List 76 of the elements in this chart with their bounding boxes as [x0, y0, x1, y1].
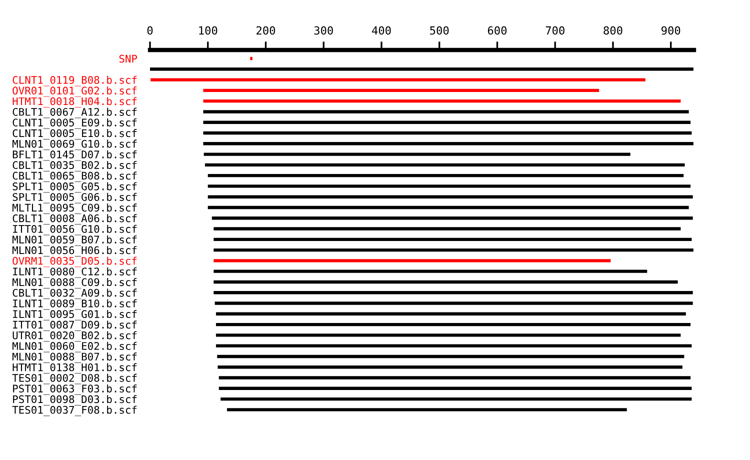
bar	[218, 376, 691, 380]
y-tick-label: ITT01_0087_D09.b.scf	[13, 320, 137, 331]
bar	[214, 238, 692, 242]
x-tick-label: 700	[546, 26, 564, 35]
bar	[208, 184, 691, 188]
y-tick-label: CBLT1_0035_B02.b.scf	[12, 160, 137, 172]
bar	[203, 99, 681, 103]
bar	[214, 270, 648, 273]
bar	[203, 110, 689, 114]
x-tick-label: 800	[604, 26, 622, 35]
bar	[212, 216, 693, 220]
y-tick-label: BFLT1_0145_D07.b.scf	[12, 150, 137, 161]
y-tick-label: SPLT1_0005_G06.b.scf	[12, 192, 137, 204]
bar	[216, 344, 692, 348]
y-tick-label: CBLT1_0067_A12.b.scf	[12, 108, 137, 118]
bar	[214, 248, 694, 252]
bar	[150, 68, 694, 71]
y-tick-label: HTMT1_0138_H01.b.scf	[12, 363, 137, 374]
bar	[204, 152, 630, 156]
bar	[203, 131, 692, 135]
bar	[214, 259, 611, 262]
y-tick-label: OVR01_0101_G02.b.scf	[12, 86, 137, 97]
bar	[214, 302, 693, 305]
bar	[204, 163, 685, 167]
y-tick-label: ILNT1_0089_B10.b.scf	[13, 299, 137, 310]
bar	[214, 227, 681, 230]
y-tick-label: MLN01_0069_G10.b.scf	[12, 140, 137, 150]
bar	[208, 174, 684, 178]
y-tick-label: MLN01_0060_E02.b.scf	[12, 342, 137, 352]
bar	[150, 78, 646, 82]
x-tick-label: 400	[372, 26, 391, 35]
y-tick-label: ITT01_0056_G10.b.scf	[13, 224, 137, 236]
x-tick-label: 300	[314, 26, 333, 35]
y-tick-label: OVRM1_0035_D05.b.scf	[12, 256, 137, 268]
y-tick-label: PST01_0098_D03.b.scf	[13, 395, 137, 406]
x-tick-label: 100	[199, 26, 218, 35]
bar	[217, 354, 684, 358]
bar	[203, 142, 694, 146]
y-tick-label: SPLT1_0005_G05.b.scf	[12, 182, 137, 193]
y-tick-label: CLNT1_0119_B08.b.scf	[12, 76, 137, 86]
x-tick-label: 600	[488, 26, 507, 35]
bar	[216, 322, 691, 326]
bar	[226, 408, 627, 412]
y-tick-label: TES01_0002_D08.b.scf	[12, 374, 137, 384]
x-tick-label: 0	[147, 26, 153, 35]
y-tick-label: UTR01_0020_B02.b.scf	[12, 331, 137, 342]
bar	[208, 195, 693, 198]
y-tick-label: HTMT1_0018_H04.b.scf	[12, 97, 137, 108]
bar	[216, 334, 681, 337]
bar	[218, 386, 692, 390]
x-tick-label: 900	[662, 26, 680, 35]
y-tick-label: MLN01_0059_B07.b.scf	[12, 235, 137, 246]
y-tick-label: CBLT1_0065_B08.b.scf	[12, 172, 137, 182]
y-tick-label: CBLT1_0008_A06.b.scf	[12, 214, 137, 225]
y-tick-label: ILNT1_0095_G01.b.scf	[13, 310, 137, 320]
bar	[214, 291, 693, 294]
y-tick-label: PST01_0063_F03.b.scf	[13, 384, 137, 395]
bar	[220, 397, 692, 401]
bar	[214, 280, 678, 284]
bar	[216, 312, 686, 316]
bar	[208, 206, 689, 210]
y-tick-label: MLTL1_0095_C09.b.scf	[12, 204, 137, 214]
y-tick-label: ILNT1_0080_C12.b.scf	[13, 267, 137, 278]
y-tick-label: MLN01_0088_C09.b.scf	[12, 278, 137, 288]
y-tick-label: MLN01_0056_H06.b.scf	[12, 246, 137, 256]
y-tick-label: MLN01_0088_B07.b.scf	[12, 352, 137, 363]
x-tick-label: 500	[430, 26, 449, 35]
y-tick-label: CLNT1_0005_E10.b.scf	[12, 129, 137, 140]
y-tick-label: CLNT1_0005_E09.b.scf	[12, 118, 137, 129]
bar	[218, 366, 682, 369]
bar	[203, 88, 600, 92]
y-tick-label: CBLT1_0032_A09.b.scf	[12, 288, 137, 300]
x-tick-label: 200	[256, 26, 276, 35]
bar	[203, 120, 691, 124]
y-tick-label: TES01_0037_F08.b.scf	[12, 406, 137, 416]
y-tick-label: SNP	[119, 54, 138, 63]
